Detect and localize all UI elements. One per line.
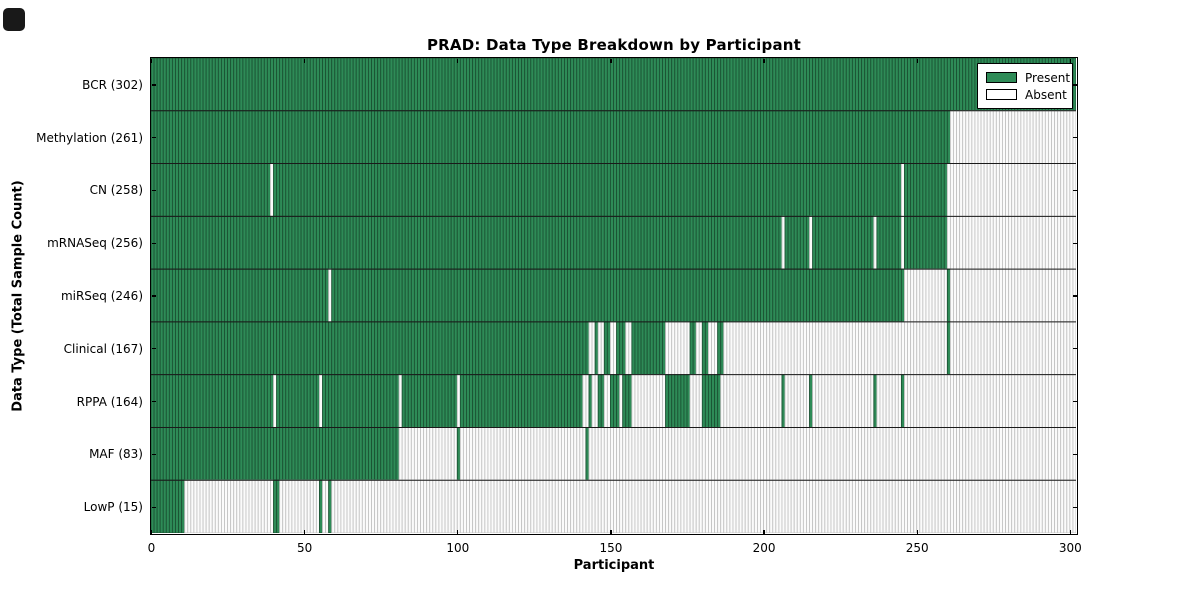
tick-mark — [1072, 84, 1077, 86]
tick-mark — [916, 529, 918, 534]
x-axis-label: Participant — [573, 558, 655, 573]
tick-mark — [1072, 189, 1077, 192]
x-tick-label: 150 — [599, 541, 623, 555]
tick-mark — [304, 529, 306, 534]
tick-mark — [1072, 400, 1077, 403]
tick-mark — [1072, 348, 1077, 350]
tick-mark — [1069, 529, 1072, 534]
tick-mark — [916, 58, 918, 63]
tick-mark — [151, 189, 156, 192]
tick-mark — [150, 58, 153, 63]
y-tick-label: mRNASeq (256) — [47, 236, 143, 251]
tick-mark — [610, 58, 612, 63]
tick-mark — [1072, 506, 1077, 508]
y-tick-label: MAF (83) — [89, 447, 143, 462]
tick-mark — [151, 400, 156, 403]
tick-mark — [151, 295, 156, 297]
legend-absent-label: Absent — [1025, 87, 1067, 102]
legend-entry-present: Present — [986, 69, 1070, 86]
tick-mark — [151, 506, 156, 508]
x-tick-label: 0 — [147, 541, 156, 555]
tick-mark — [457, 58, 459, 63]
tick-mark — [763, 529, 765, 534]
x-tick-label: 300 — [1058, 541, 1082, 555]
tick-mark — [151, 348, 156, 350]
legend-entry-absent: Absent — [986, 86, 1067, 103]
x-tick-label: 200 — [752, 541, 776, 555]
tick-mark — [763, 58, 765, 63]
chart-title: PRAD: Data Type Breakdown by Participant — [426, 36, 802, 54]
x-tick-label: 250 — [905, 541, 929, 555]
tick-mark — [1072, 242, 1077, 244]
tick-mark — [151, 84, 156, 86]
tick-mark — [1072, 295, 1077, 297]
y-tick-label: LowP (15) — [83, 500, 143, 515]
presence-matrix — [151, 58, 1076, 533]
legend: Present Absent — [977, 63, 1073, 109]
tick-mark — [151, 242, 156, 244]
tick-mark — [1072, 137, 1077, 139]
y-tick-label: CN (258) — [89, 183, 143, 198]
tick-mark — [150, 529, 153, 534]
absent-swatch-icon — [986, 89, 1017, 100]
legend-present-label: Present — [1025, 70, 1071, 85]
tick-mark — [151, 137, 156, 139]
tick-mark — [151, 453, 156, 456]
y-tick-label: BCR (302) — [82, 77, 143, 92]
y-tick-label: miRSeq (246) — [60, 289, 143, 303]
y-tick-label: RPPA (164) — [76, 394, 143, 409]
y-tick-label: Clinical (167) — [63, 341, 143, 356]
tick-mark — [457, 529, 459, 534]
app-icon — [3, 8, 25, 31]
tick-mark — [304, 58, 306, 63]
tick-mark — [610, 529, 612, 534]
plot-area — [150, 57, 1078, 535]
x-tick-label: 100 — [446, 541, 470, 555]
y-tick-label: Methylation (261) — [36, 130, 143, 145]
tick-mark — [1069, 58, 1072, 63]
x-tick-label: 50 — [297, 541, 313, 555]
tick-mark — [1072, 453, 1077, 456]
present-swatch-icon — [986, 72, 1017, 83]
